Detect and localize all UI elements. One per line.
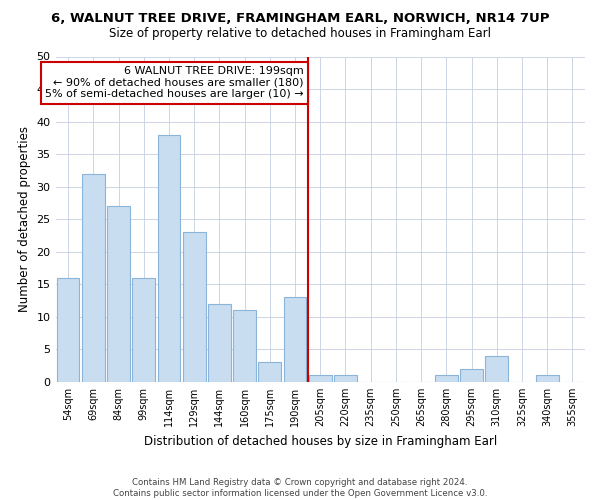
Bar — [309, 376, 332, 382]
Bar — [82, 174, 104, 382]
Bar — [233, 310, 256, 382]
Text: 6 WALNUT TREE DRIVE: 199sqm
← 90% of detached houses are smaller (180)
5% of sem: 6 WALNUT TREE DRIVE: 199sqm ← 90% of det… — [45, 66, 304, 100]
Y-axis label: Number of detached properties: Number of detached properties — [18, 126, 31, 312]
Bar — [485, 356, 508, 382]
X-axis label: Distribution of detached houses by size in Framingham Earl: Distribution of detached houses by size … — [143, 434, 497, 448]
Bar — [435, 376, 458, 382]
Text: Contains HM Land Registry data © Crown copyright and database right 2024.
Contai: Contains HM Land Registry data © Crown c… — [113, 478, 487, 498]
Text: 6, WALNUT TREE DRIVE, FRAMINGHAM EARL, NORWICH, NR14 7UP: 6, WALNUT TREE DRIVE, FRAMINGHAM EARL, N… — [51, 12, 549, 26]
Bar — [183, 232, 206, 382]
Text: Size of property relative to detached houses in Framingham Earl: Size of property relative to detached ho… — [109, 28, 491, 40]
Bar — [107, 206, 130, 382]
Bar — [536, 376, 559, 382]
Bar — [57, 278, 79, 382]
Bar — [259, 362, 281, 382]
Bar — [284, 298, 307, 382]
Bar — [334, 376, 357, 382]
Bar — [460, 369, 483, 382]
Bar — [133, 278, 155, 382]
Bar — [158, 134, 181, 382]
Bar — [208, 304, 231, 382]
